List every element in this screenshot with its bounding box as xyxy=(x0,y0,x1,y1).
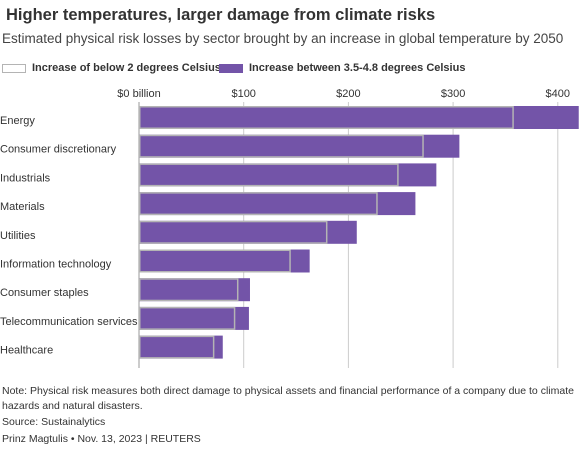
x-tick-label-0: $0 billion xyxy=(117,88,160,100)
bar-low-outline-6 xyxy=(139,278,239,302)
x-tick-label-1: $100 xyxy=(231,88,255,100)
legend-swatch-3-5-4-8 xyxy=(219,63,243,73)
bar-low-outline-4 xyxy=(139,220,328,244)
bar-high-1 xyxy=(139,134,460,158)
category-label-7: Telecommunication services xyxy=(0,316,138,328)
bar-low-outline-2 xyxy=(139,163,399,187)
chart-title: Higher temperatures, larger damage from … xyxy=(6,6,436,24)
x-tick-label-2: $200 xyxy=(336,88,360,100)
chart-byline: Prinz Magtulis • Nov. 13, 2023 | REUTERS xyxy=(2,433,201,445)
legend-swatch-below-2 xyxy=(2,63,26,73)
category-label-8: Healthcare xyxy=(0,345,53,357)
legend-label-3-5-4-8: Increase between 3.5-4.8 degrees Celsius xyxy=(249,62,466,74)
bar-high-7 xyxy=(139,306,249,330)
bar-low-outline-1 xyxy=(139,134,424,158)
bar-high-5 xyxy=(139,249,310,273)
bar-low-outline-5 xyxy=(139,249,291,273)
bar-chart: $0 billion $100 $200 $300 $400 Energy Consumer… xyxy=(0,88,579,368)
category-label-0: Energy xyxy=(0,115,35,127)
bar-high-4 xyxy=(139,220,357,244)
category-label-6: Consumer staples xyxy=(0,287,89,299)
bar-high-6 xyxy=(139,278,250,302)
category-label-5: Information technology xyxy=(0,259,112,271)
bar-high-2 xyxy=(139,163,437,187)
bar-high-3 xyxy=(139,192,416,216)
bar-low-outline-3 xyxy=(139,192,378,216)
bar-high-8 xyxy=(139,335,223,359)
bar-low-outline-8 xyxy=(139,335,215,359)
legend-label-below-2: Increase of below 2 degrees Celsius xyxy=(32,62,221,74)
x-tick-label-4: $400 xyxy=(546,88,570,100)
x-tick-label-3: $300 xyxy=(441,88,465,100)
bar-low-outline-7 xyxy=(139,306,236,330)
chart-subtitle: Estimated physical risk losses by sector… xyxy=(2,31,564,46)
legend-item-below-2: Increase of below 2 degrees Celsius xyxy=(2,62,221,74)
bar-low-outline-0 xyxy=(139,106,514,129)
category-label-3: Materials xyxy=(0,201,45,213)
chart-note: Note: Physical risk measures both direct… xyxy=(2,385,574,412)
chart-source: Source: Sustainalytics xyxy=(2,416,106,428)
bar-high-0 xyxy=(139,106,579,129)
category-label-4: Utilities xyxy=(0,230,36,242)
legend-item-3-5-4-8: Increase between 3.5-4.8 degrees Celsius xyxy=(219,62,465,74)
category-label-1: Consumer discretionary xyxy=(0,144,117,156)
category-label-2: Industrials xyxy=(0,172,51,184)
